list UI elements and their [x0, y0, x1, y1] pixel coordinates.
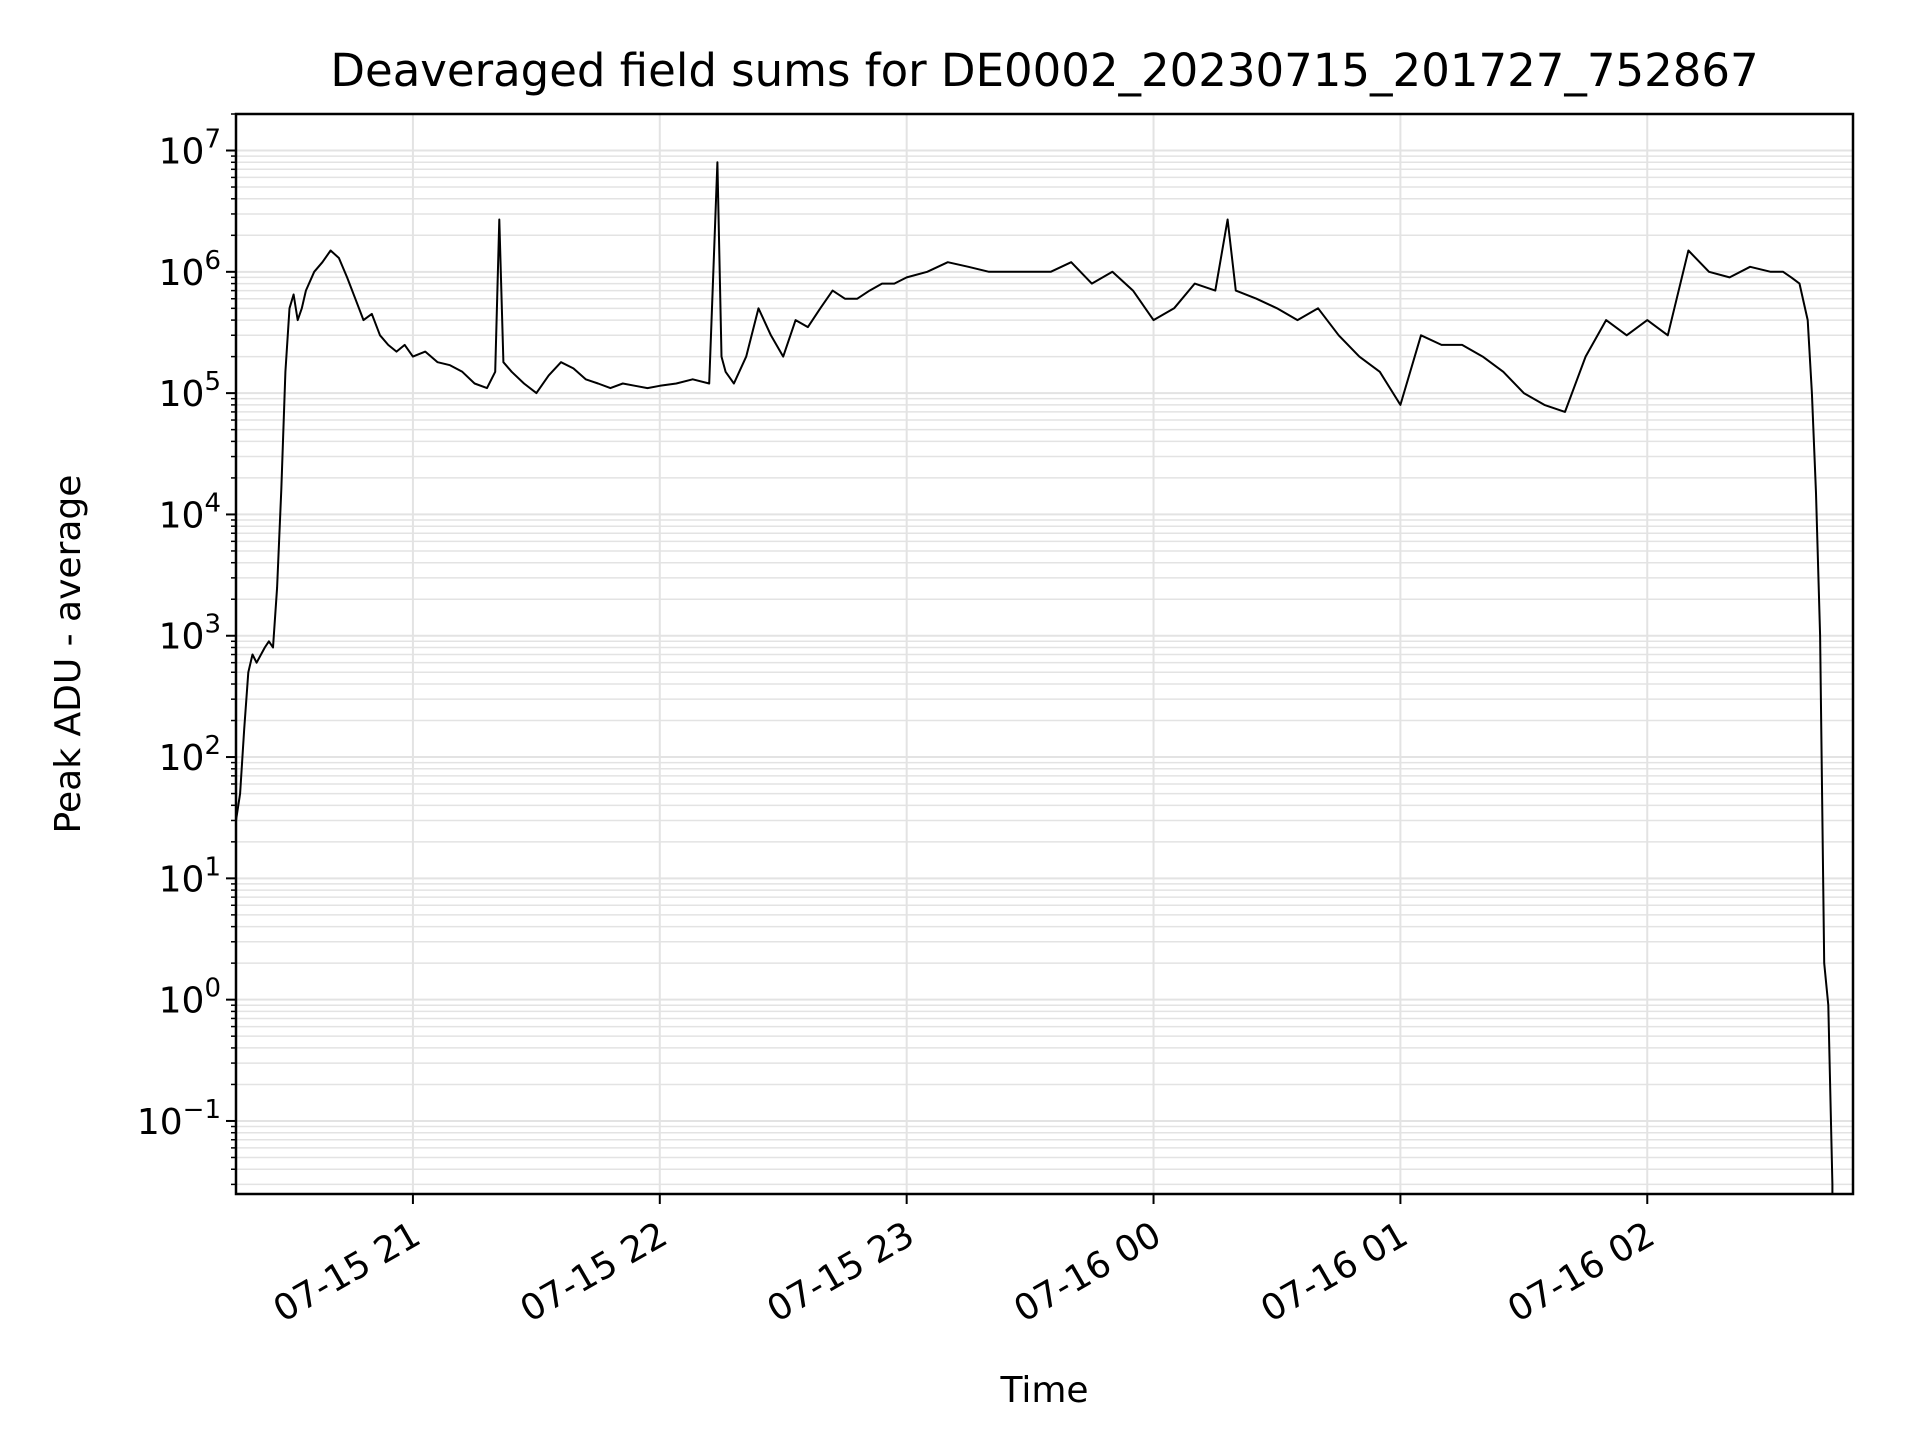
y-tick-label: 107	[159, 125, 221, 173]
y-tick-label: 100	[159, 974, 221, 1022]
y-tick-label: 104	[159, 488, 221, 536]
y-tick-label: 101	[159, 852, 221, 900]
x-axis-label: Time	[999, 1370, 1088, 1411]
y-tick-label: 10−1	[137, 1095, 221, 1143]
y-tick-label: 102	[159, 731, 221, 779]
y-axis-label: Peak ADU - average	[48, 475, 89, 834]
series-line	[235, 161, 1834, 1194]
chart-title: Deaveraged field sums for DE0002_2023071…	[330, 44, 1758, 97]
y-tick-label: 105	[159, 367, 221, 415]
y-tick-label: 106	[159, 246, 221, 294]
y-tick-label: 103	[159, 610, 221, 658]
line-layer	[235, 161, 1834, 1194]
